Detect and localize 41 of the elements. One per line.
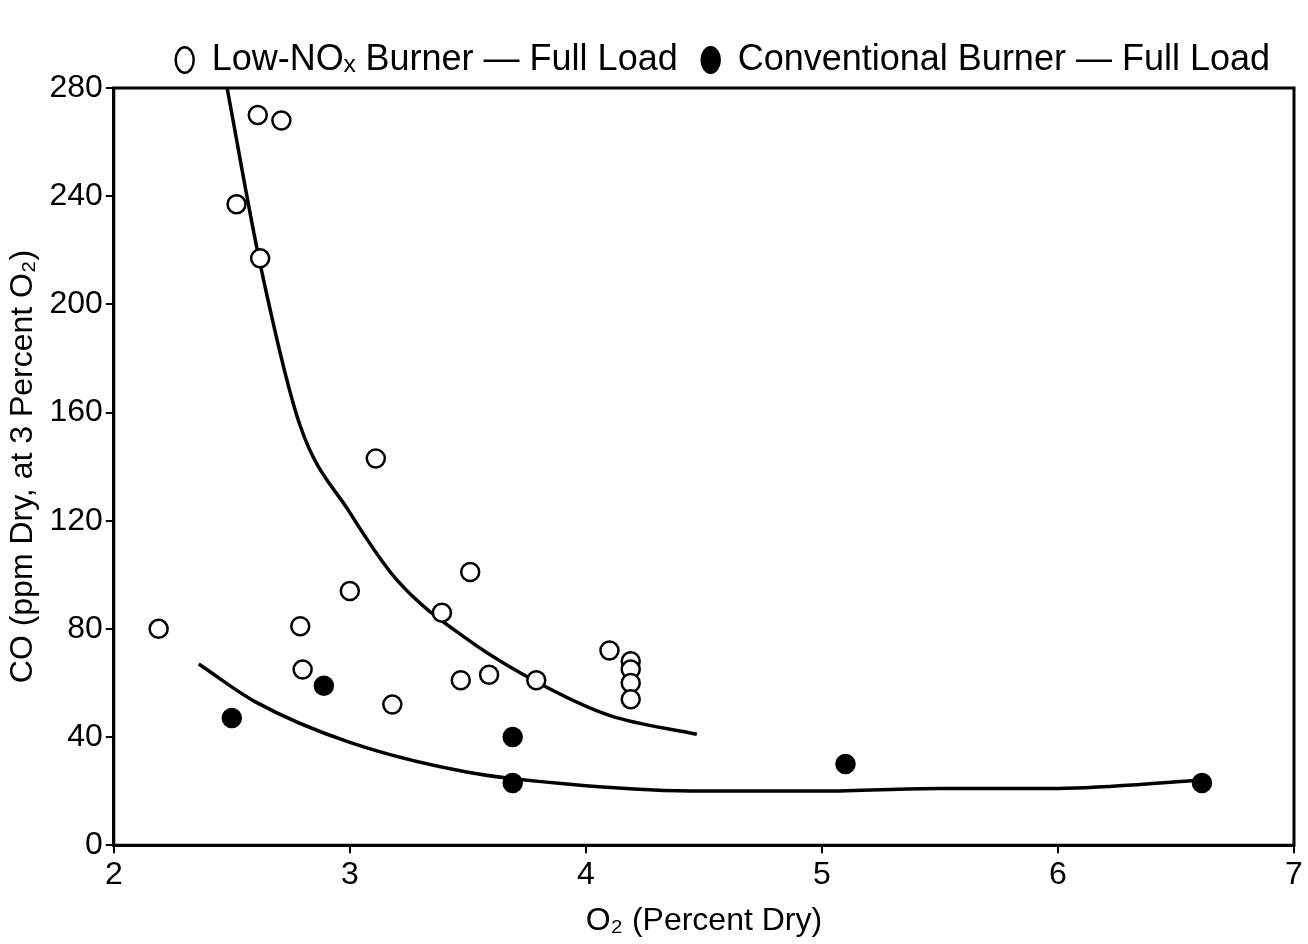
point <box>249 248 271 269</box>
point <box>148 618 169 640</box>
legend-label: Low-NOₓ Burner — Full Load <box>211 36 678 78</box>
point <box>271 110 292 131</box>
point <box>247 104 269 126</box>
x-tick-label: 3 <box>340 855 359 892</box>
point <box>1191 772 1213 794</box>
y-tick-label: 240 <box>49 176 103 212</box>
y-tick-label: 80 <box>67 608 103 645</box>
point <box>459 561 481 583</box>
point <box>478 664 500 686</box>
y-tick-label: 120 <box>49 500 103 537</box>
x-tick-label: 6 <box>1049 855 1067 892</box>
point <box>450 669 472 691</box>
point <box>835 753 856 775</box>
point <box>502 772 523 794</box>
legend-label: Conventional Burner — Full Load <box>737 36 1271 78</box>
y-tick-label: 280 <box>49 67 103 104</box>
point <box>226 194 247 215</box>
y-tick-label: 200 <box>49 284 103 321</box>
point <box>290 615 311 637</box>
point <box>382 694 403 715</box>
y-tick-label: 0 <box>84 825 103 862</box>
x-tick-label: 7 <box>1285 855 1303 892</box>
point <box>526 669 547 691</box>
point <box>599 640 620 661</box>
point <box>221 707 243 729</box>
point <box>313 675 335 696</box>
point <box>292 659 313 680</box>
y-tick-label: 40 <box>67 716 103 753</box>
x-axis-title: O₂ (Percent Dry) <box>585 900 823 937</box>
y-tick-label: 160 <box>49 392 103 429</box>
point <box>502 726 523 748</box>
x-tick-label: 2 <box>104 855 123 892</box>
point <box>620 688 641 710</box>
point <box>365 448 387 469</box>
x-tick-label: 5 <box>813 855 831 892</box>
x-tick-label: 4 <box>576 855 595 892</box>
point <box>431 602 453 623</box>
point <box>339 580 361 602</box>
y-axis-title: CO (ppm Dry, at 3 Percent O₂) <box>3 249 40 684</box>
